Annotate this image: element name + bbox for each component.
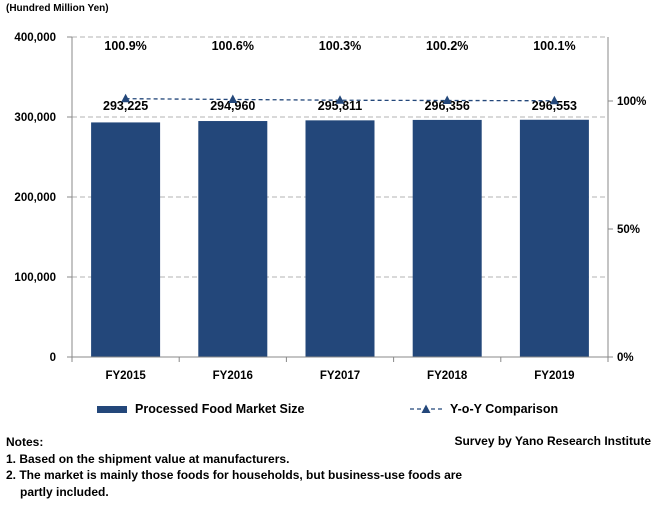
x-tick-label: FY2016 [213, 370, 253, 382]
bar-fy2015 [91, 122, 161, 357]
bar-value-label: 296,553 [532, 99, 577, 113]
note-line-2-continued: partly included. [20, 484, 109, 499]
bar-fy2018 [412, 119, 482, 358]
y-tick-label: 400,000 [14, 32, 56, 44]
note-line-1: 1. Based on the shipment value at manufa… [6, 451, 290, 466]
bar-value-label: 295,811 [318, 99, 363, 113]
legend-bar-swatch [97, 405, 127, 413]
y2-tick-label: 0% [617, 352, 634, 364]
bar-fy2017 [305, 120, 375, 357]
y-axis-unit-label: (Hundred Million Yen) [6, 3, 109, 14]
market-size-chart: 0 100,000 200,000 300,000 400,000 0% 50% 100% FY… [14, 32, 646, 382]
x-tick-label: FY2019 [534, 370, 574, 382]
yoy-marker-triangle [228, 94, 238, 103]
yoy-marker-triangle [335, 95, 345, 104]
bar-fy2016 [198, 121, 268, 357]
source-credit: Survey by Yano Research Institute [454, 434, 651, 448]
legend-label-market-size: Processed Food Market Size [135, 402, 305, 416]
notes-block: Notes: 1. Based on the shipment value at… [6, 434, 462, 500]
y2-tick-label: 100% [617, 96, 646, 108]
bar-value-label: 293,225 [103, 99, 148, 113]
notes-heading: Notes: [6, 435, 44, 449]
yoy-marker-triangle [442, 95, 452, 104]
yoy-value-label: 100.1% [533, 39, 575, 53]
bar-value-label: 294,960 [210, 99, 255, 113]
legend-item-yoy: Y-o-Y Comparison [410, 402, 558, 416]
bar-fy2019 [519, 119, 589, 357]
legend-label-yoy: Y-o-Y Comparison [450, 402, 559, 416]
note-line-2: 2. The market is mainly those foods for … [6, 468, 463, 482]
yoy-line [125, 98, 555, 102]
bar-value-label: 296,356 [425, 99, 470, 113]
yoy-marker-triangle [121, 93, 131, 103]
x-tick-label: FY2015 [105, 370, 146, 382]
y-tick-label: 100,000 [14, 272, 56, 284]
x-tick-label: FY2017 [320, 370, 360, 382]
y2-tick-label: 50% [617, 224, 640, 236]
y-tick-label: 200,000 [14, 192, 56, 204]
x-tick-label: FY2018 [427, 370, 468, 382]
chart-legend: Processed Food Market Size Y-o-Y Compari… [0, 402, 657, 420]
legend-line-swatch [410, 404, 442, 413]
y-tick-label: 300,000 [14, 112, 56, 124]
legend-item-market-size: Processed Food Market Size [97, 402, 305, 416]
yoy-value-label: 100.6% [212, 39, 254, 53]
yoy-value-label: 100.9% [104, 39, 146, 53]
yoy-marker-triangle [549, 95, 559, 105]
yoy-value-label: 100.3% [319, 39, 361, 53]
y-tick-label: 0 [50, 352, 56, 364]
yoy-value-label: 100.2% [426, 39, 468, 53]
